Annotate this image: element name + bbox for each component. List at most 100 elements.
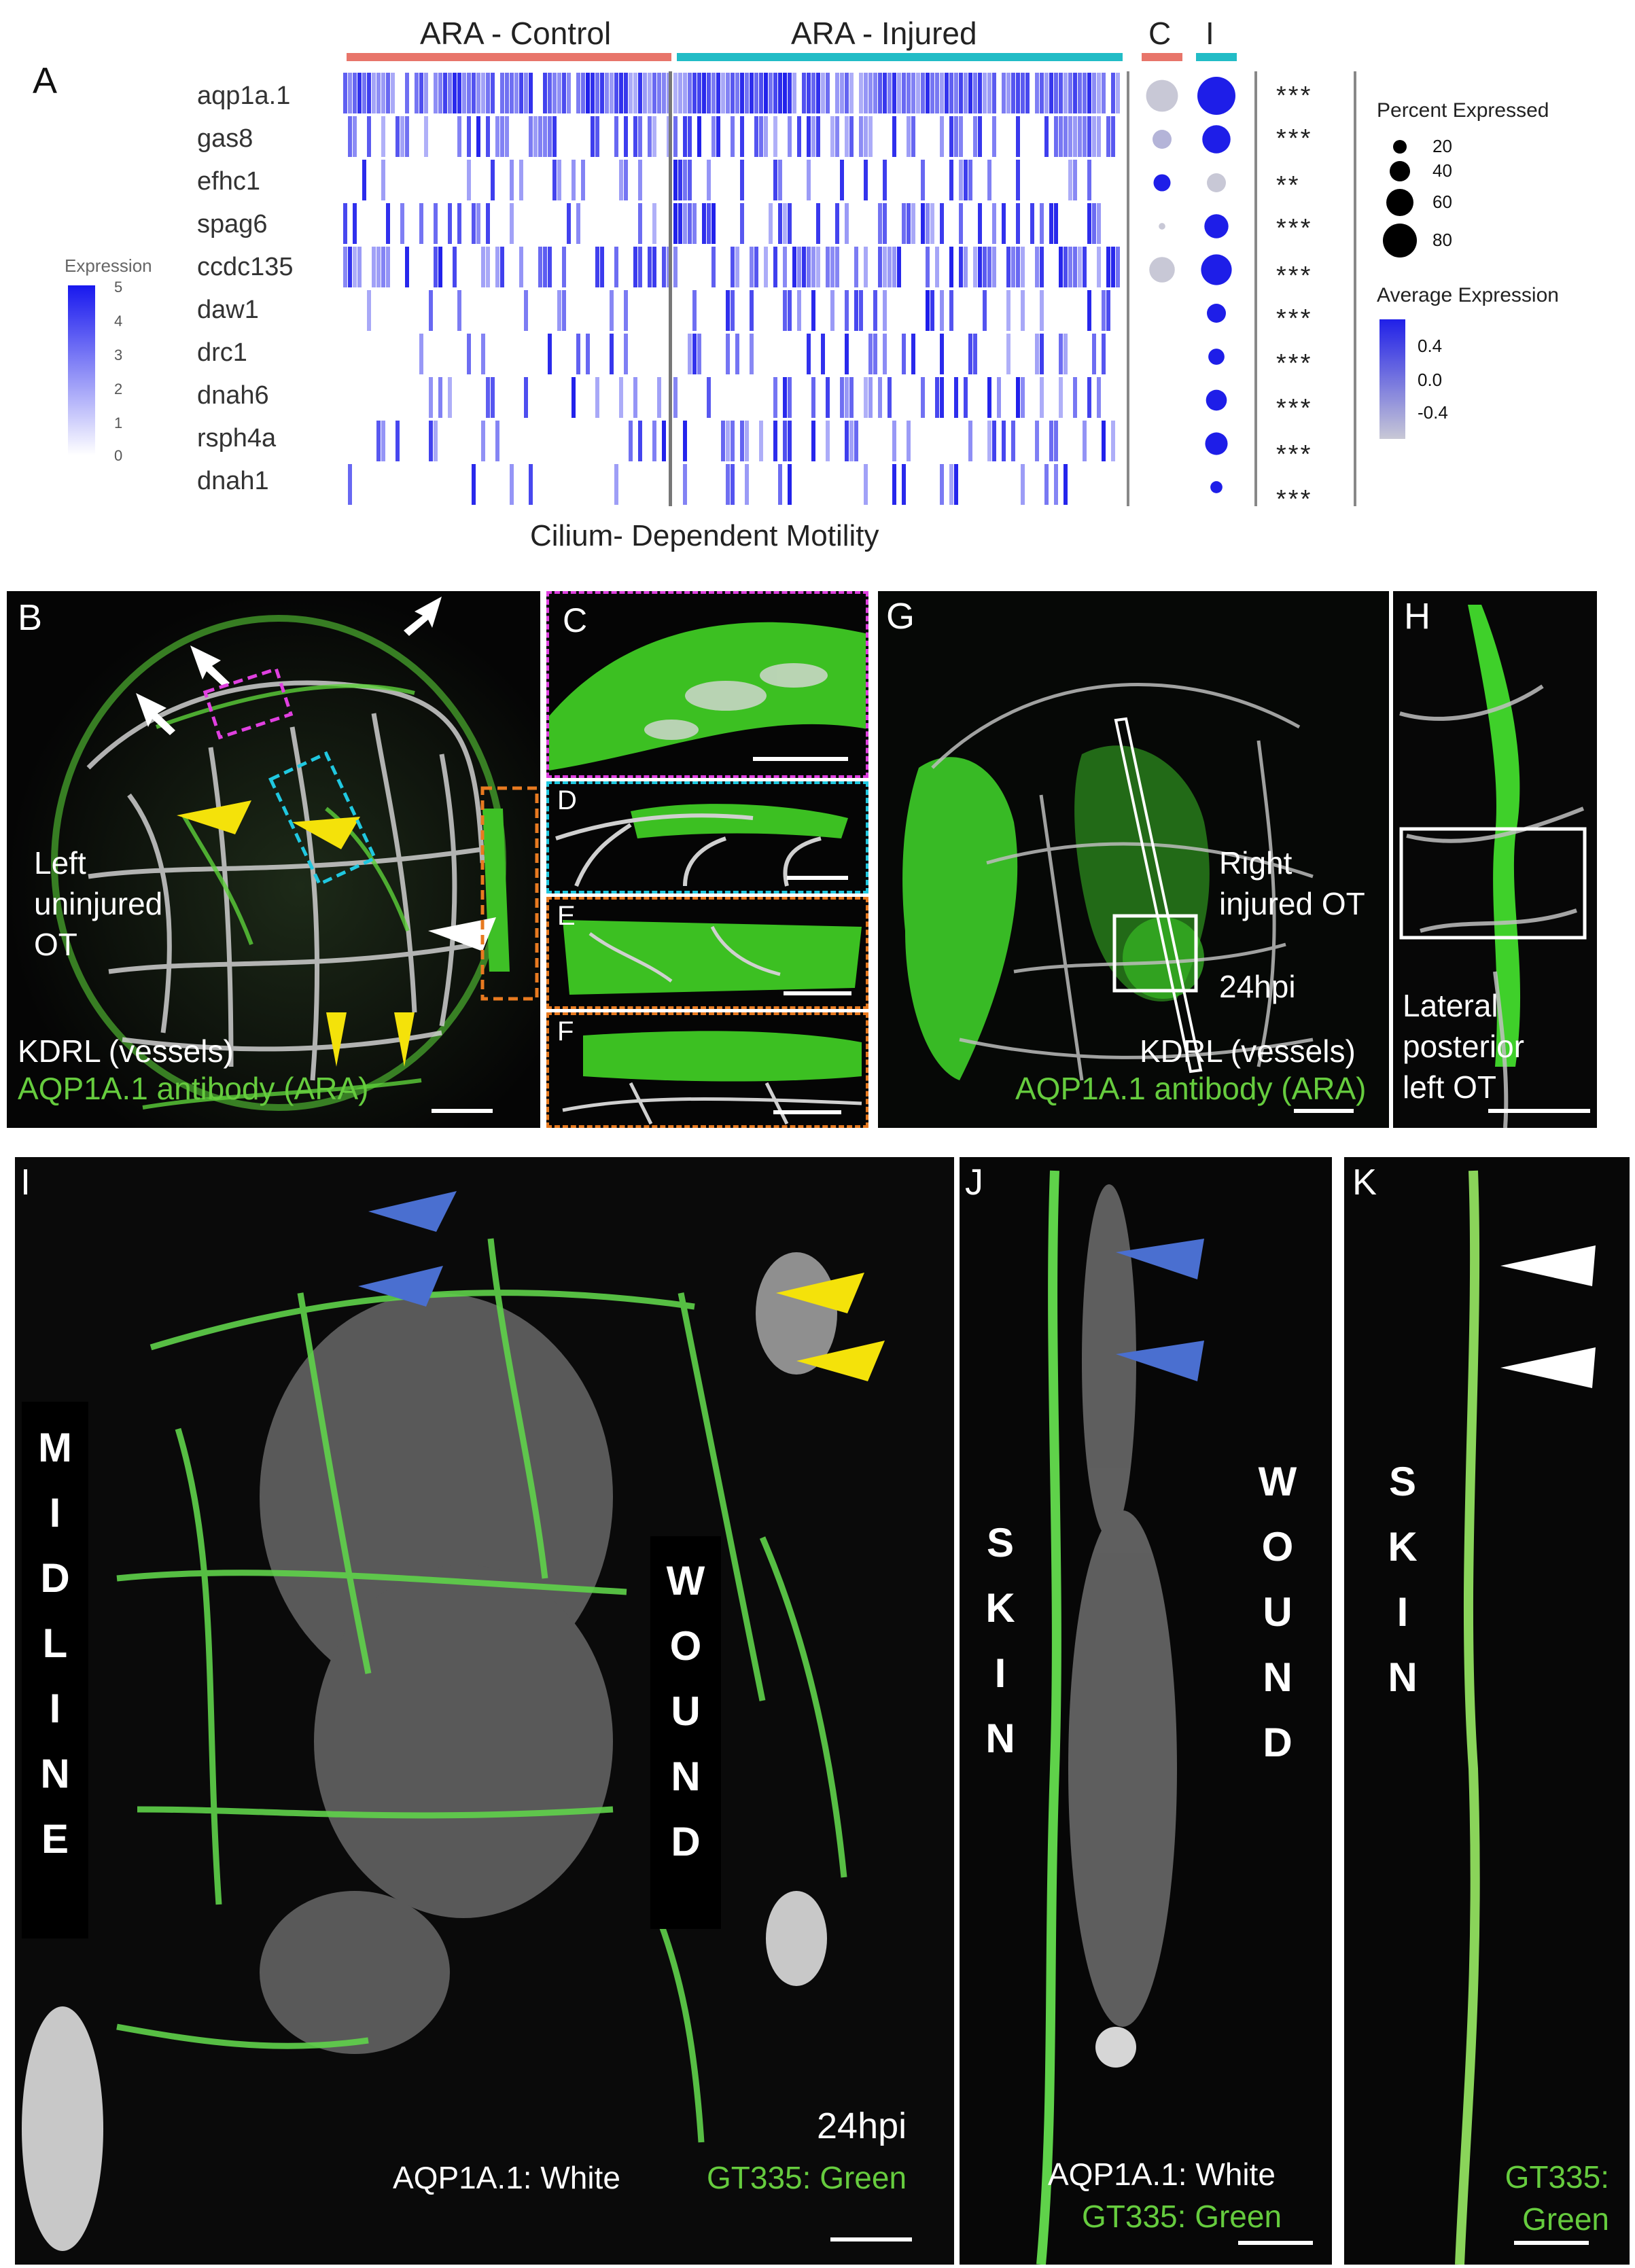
dot-plot	[1146, 77, 1235, 493]
heatmap-cell	[945, 73, 949, 113]
heatmap-cell	[591, 116, 595, 157]
heatmap-cell	[348, 464, 352, 505]
heatmap-cell	[638, 247, 642, 287]
heatmap-cell	[495, 247, 499, 287]
heatmap-cell	[624, 116, 628, 157]
heatmap-cell	[1021, 247, 1025, 287]
heatmap-cell	[959, 160, 963, 200]
heatmap-group-divider	[669, 71, 672, 506]
heatmap-cell	[935, 73, 939, 113]
heatmap-cell	[548, 334, 552, 374]
heatmap-cell	[619, 160, 623, 200]
percent-legend-tick: 60	[1432, 192, 1452, 212]
aqp1a1-antibody-label: AQP1A.1 antibody (ARA)	[18, 1071, 369, 1106]
heatmap-cell	[415, 73, 419, 113]
heatmap-cell	[652, 116, 656, 157]
aqp1a1-white-label: AQP1A.1: White	[1048, 2157, 1276, 2192]
heatmap-cell	[769, 203, 773, 244]
heatmap-cell	[1016, 160, 1020, 200]
heatmap-cell	[754, 116, 758, 157]
heatmap-cell	[1106, 247, 1110, 287]
heatmap-cell	[773, 116, 777, 157]
panel-a-letter: A	[33, 60, 58, 101]
heatmap-cell	[1006, 247, 1010, 287]
blue-arrowhead-icon	[358, 1266, 443, 1307]
heatmap-cell	[987, 73, 991, 113]
heatmap-cell	[707, 203, 711, 244]
heatmap-cell	[930, 73, 934, 113]
heatmap-cell	[778, 203, 782, 244]
heatmap-cell	[826, 247, 830, 287]
heatmap-cell	[1106, 116, 1110, 157]
heatmap-cell	[1078, 247, 1082, 287]
heatmap-cell	[1021, 73, 1025, 113]
heatmap-legend-tick: 4	[114, 313, 123, 330]
heatmap-cell	[1111, 247, 1115, 287]
heatmap-cell	[731, 73, 735, 113]
heatmap-cell	[538, 247, 542, 287]
heatmap-cell	[552, 73, 557, 113]
heatmap-cell	[854, 247, 858, 287]
heatmap-cell	[367, 73, 371, 113]
heatmap-cell	[591, 73, 595, 113]
heatmap-cell	[381, 160, 385, 200]
legend-divider	[1354, 71, 1356, 506]
heatmap-cell	[595, 73, 599, 113]
heatmap-cell	[486, 247, 490, 287]
heatmap-cell	[543, 247, 547, 287]
heatmap-cell	[419, 203, 423, 244]
heatmap-cell	[548, 116, 552, 157]
heatmap-cell	[1083, 421, 1087, 461]
heatmap-cell	[472, 73, 476, 113]
heatmap-cell	[835, 116, 839, 157]
heatmap-cell	[864, 73, 868, 113]
significance-marker: ***	[1276, 214, 1313, 243]
heatmap-cell	[638, 116, 642, 157]
heatmap-cell	[633, 377, 637, 418]
heatmap-cell	[783, 377, 787, 418]
heatmap-cell	[949, 160, 953, 200]
expression-dot	[1197, 77, 1235, 115]
heatmap-cell	[529, 116, 533, 157]
heatmap-cell	[773, 160, 777, 200]
heatmap-cell	[788, 203, 792, 244]
heatmap-cell	[921, 203, 925, 244]
heatmap-cell	[614, 116, 618, 157]
heatmap-cell	[405, 247, 409, 287]
heatmap-cell	[1040, 203, 1044, 244]
heatmap-cell	[811, 73, 815, 113]
panel-g-image: G Right injured OT 24hpi KDRL (vessels) …	[878, 591, 1389, 1128]
heatmap-cell	[405, 116, 409, 157]
heatmap-cell	[381, 73, 385, 113]
heatmap-cell	[491, 377, 495, 418]
heatmap-cell	[826, 73, 830, 113]
heatmap-cell	[845, 290, 849, 331]
scale-bar	[773, 1110, 841, 1114]
blue-arrowhead-icon	[1116, 1341, 1204, 1381]
heatmap-cell	[476, 73, 480, 113]
control-group-label: ARA - Control	[420, 16, 612, 51]
heatmap-cell	[581, 160, 585, 200]
expression-dot	[1149, 257, 1175, 283]
heatmap-cell	[562, 73, 566, 113]
heatmap-cell	[624, 73, 628, 113]
heatmap-cell	[878, 73, 882, 113]
heatmap-cell	[1083, 247, 1087, 287]
heatmap-cell	[443, 73, 447, 113]
significance-marker: ***	[1276, 440, 1313, 469]
heatmap-cell	[1087, 160, 1091, 200]
percent-legend-tick: 80	[1432, 230, 1452, 250]
heatmap-cell	[1087, 290, 1091, 331]
blue-arrowhead-icon	[368, 1191, 457, 1232]
heatmap-cell	[429, 377, 433, 418]
gt335-green-label: GT335: Green	[1505, 2159, 1609, 2237]
heatmap-cell	[453, 247, 457, 287]
heatmap-cell	[983, 73, 987, 113]
heatmap-cell	[367, 116, 371, 157]
heatmap-cell	[605, 73, 609, 113]
heatmap-cell	[610, 290, 614, 331]
heatmap-cell	[845, 377, 849, 418]
heatmap-cell	[707, 160, 711, 200]
heatmap-cell	[983, 290, 987, 331]
heatmap-cell	[395, 116, 400, 157]
